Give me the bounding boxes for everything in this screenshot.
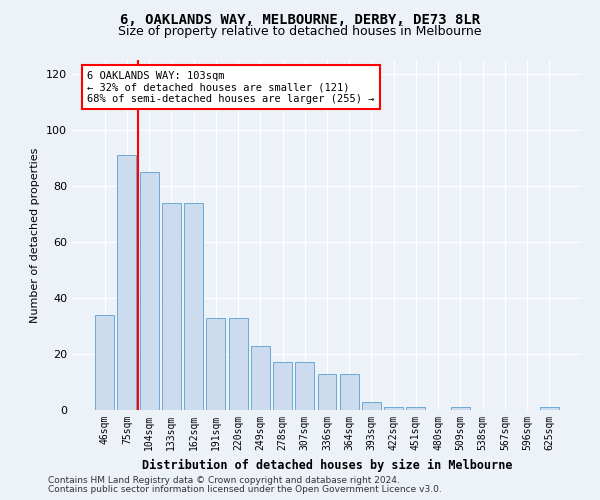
Text: Contains public sector information licensed under the Open Government Licence v3: Contains public sector information licen… bbox=[48, 485, 442, 494]
Bar bbox=[540, 407, 559, 410]
Bar bbox=[406, 407, 425, 410]
Bar bbox=[184, 203, 203, 410]
Text: 6, OAKLANDS WAY, MELBOURNE, DERBY, DE73 8LR: 6, OAKLANDS WAY, MELBOURNE, DERBY, DE73 … bbox=[120, 12, 480, 26]
Bar bbox=[362, 402, 381, 410]
Text: 6 OAKLANDS WAY: 103sqm
← 32% of detached houses are smaller (121)
68% of semi-de: 6 OAKLANDS WAY: 103sqm ← 32% of detached… bbox=[88, 70, 375, 104]
Bar bbox=[95, 315, 114, 410]
Bar bbox=[118, 155, 136, 410]
Text: Size of property relative to detached houses in Melbourne: Size of property relative to detached ho… bbox=[118, 25, 482, 38]
Bar bbox=[384, 407, 403, 410]
Bar bbox=[162, 203, 181, 410]
Text: Contains HM Land Registry data © Crown copyright and database right 2024.: Contains HM Land Registry data © Crown c… bbox=[48, 476, 400, 485]
Bar bbox=[317, 374, 337, 410]
Bar bbox=[295, 362, 314, 410]
Bar bbox=[251, 346, 270, 410]
Bar bbox=[206, 318, 225, 410]
X-axis label: Distribution of detached houses by size in Melbourne: Distribution of detached houses by size … bbox=[142, 458, 512, 471]
Bar bbox=[340, 374, 359, 410]
Y-axis label: Number of detached properties: Number of detached properties bbox=[31, 148, 40, 322]
Bar bbox=[451, 407, 470, 410]
Bar bbox=[273, 362, 292, 410]
Bar bbox=[140, 172, 158, 410]
Bar bbox=[229, 318, 248, 410]
